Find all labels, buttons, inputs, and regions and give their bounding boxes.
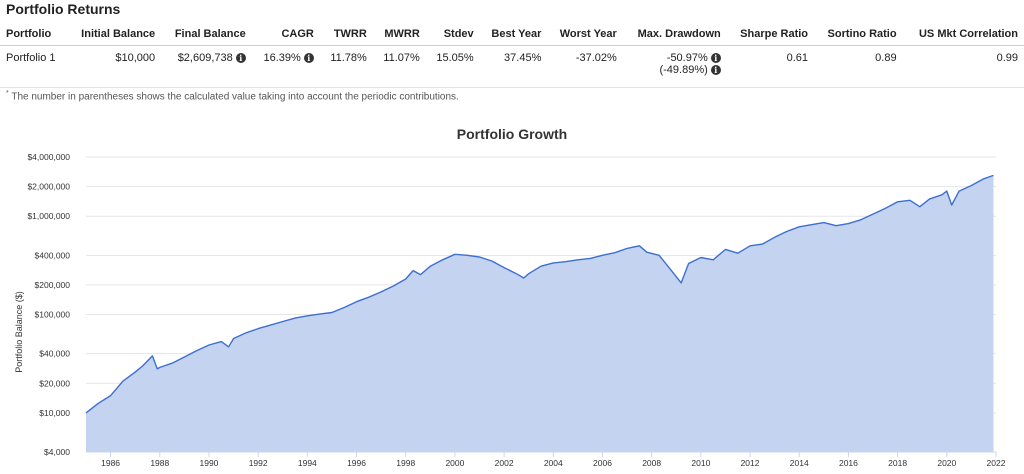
x-tick-label: 1996 xyxy=(347,458,366,468)
y-tick-label: $2,000,000 xyxy=(27,182,70,192)
x-tick-label: 1992 xyxy=(249,458,268,468)
footnote-text: The number in parentheses shows the calc… xyxy=(11,91,459,103)
y-tick-label: $10,000 xyxy=(39,408,70,418)
x-tick-label: 1998 xyxy=(396,458,415,468)
chart-title: Portfolio Growth xyxy=(456,126,568,142)
y-tick-label: $20,000 xyxy=(39,378,70,388)
series-line xyxy=(85,174,994,414)
col-header-portfolio: Portfolio xyxy=(0,22,68,46)
cell-twrr: 11.78% xyxy=(319,45,373,88)
cell-final-balance: $2,609,738 i xyxy=(161,45,252,88)
y-tick-label: $100,000 xyxy=(35,310,71,320)
cell-worst-year: -37.02% xyxy=(547,45,623,88)
col-header-max-drawdown: Max. Drawdown xyxy=(622,22,727,46)
cell-sharpe-ratio: 0.61 xyxy=(726,45,815,88)
x-tick-label: 2002 xyxy=(495,458,514,468)
portfolio-returns-table: Portfolio Initial Balance Final Balance … xyxy=(0,22,1024,88)
col-header-us-mkt-correlation: US Mkt Correlation xyxy=(902,22,1024,46)
cell-initial-balance: $10,000 xyxy=(67,45,162,88)
max-drawdown-value: -50.97% xyxy=(666,52,708,64)
col-header-initial-balance: Initial Balance xyxy=(67,22,162,46)
cell-portfolio: Portfolio 1 xyxy=(0,45,68,88)
max-drawdown-contrib-value: (-49.89%) xyxy=(659,64,708,76)
series-area xyxy=(86,175,994,452)
info-icon[interactable]: i xyxy=(710,53,721,63)
cell-cagr: 16.39% i xyxy=(251,45,320,88)
col-header-final-balance: Final Balance xyxy=(161,22,252,46)
x-tick-label: 1986 xyxy=(101,458,120,468)
cagr-value: 16.39% xyxy=(263,52,301,64)
x-tick-label: 2010 xyxy=(691,458,710,468)
col-header-worst-year: Worst Year xyxy=(547,22,623,46)
y-tick-label: $1,000,000 xyxy=(27,211,70,221)
y-tick-label: $4,000,000 xyxy=(27,152,70,162)
col-header-sharpe-ratio: Sharpe Ratio xyxy=(726,22,815,46)
y-tick-label: $40,000 xyxy=(39,349,70,359)
info-icon[interactable]: i xyxy=(710,65,721,75)
x-tick-label: 1988 xyxy=(150,458,169,468)
y-tick-label: $4,000 xyxy=(44,447,70,457)
cell-mwrr: 11.07% xyxy=(372,45,426,88)
x-tick-label: 2022 xyxy=(987,458,1006,468)
col-header-stdev: Stdev xyxy=(425,22,480,46)
col-header-sortino-ratio: Sortino Ratio xyxy=(814,22,903,46)
x-tick-label: 2008 xyxy=(642,458,661,468)
table-header-row: Portfolio Initial Balance Final Balance … xyxy=(0,22,1024,46)
x-tick-label: 2016 xyxy=(839,458,858,468)
portfolio-growth-chart: Portfolio Growth Portfolio Balance ($) $… xyxy=(0,120,1024,469)
footnote: * The number in parentheses shows the ca… xyxy=(6,90,459,102)
x-tick-label: 2004 xyxy=(544,458,563,468)
cell-sortino-ratio: 0.89 xyxy=(814,45,903,88)
cell-us-mkt-correlation: 0.99 xyxy=(902,45,1024,88)
cell-max-drawdown: -50.97% i (-49.89%) i xyxy=(622,45,727,88)
footnote-marker: * xyxy=(6,90,9,97)
x-tick-label: 1994 xyxy=(298,458,317,468)
table-row: Portfolio 1 $10,000 $2,609,738 i 16.39% i … xyxy=(0,45,1024,88)
cell-best-year: 37.45% xyxy=(479,45,548,88)
x-tick-label: 2006 xyxy=(593,458,612,468)
growth-chart-svg: Portfolio Balance ($) $4,000 $10,000 $20,0… xyxy=(14,152,1006,468)
col-header-twrr: TWRR xyxy=(319,22,373,46)
x-tick-label: 2018 xyxy=(888,458,907,468)
y-axis-label: Portfolio Balance ($) xyxy=(14,291,24,373)
y-tick-label: $400,000 xyxy=(35,250,71,260)
final-balance-value: $2,609,738 xyxy=(177,52,233,64)
x-tick-label: 2020 xyxy=(937,458,956,468)
x-tick-label: 2012 xyxy=(741,458,760,468)
cell-stdev: 15.05% xyxy=(425,45,480,88)
x-tick-label: 2000 xyxy=(445,458,464,468)
x-tick-label: 2014 xyxy=(790,458,809,468)
info-icon[interactable]: i xyxy=(235,53,246,63)
section-title: Portfolio Returns xyxy=(6,1,121,17)
col-header-cagr: CAGR xyxy=(251,22,320,46)
x-tick-label: 1990 xyxy=(200,458,219,468)
y-tick-label: $200,000 xyxy=(35,280,71,290)
info-icon[interactable]: i xyxy=(303,53,314,63)
col-header-mwrr: MWRR xyxy=(372,22,426,46)
col-header-best-year: Best Year xyxy=(479,22,548,46)
